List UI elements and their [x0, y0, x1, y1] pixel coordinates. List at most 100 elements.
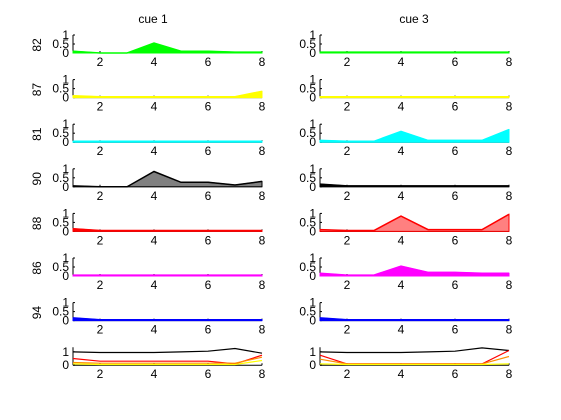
- x-tick-label: 6: [452, 100, 459, 114]
- y-tick-label: 0.5: [52, 82, 69, 96]
- x-tick-label: 8: [259, 189, 266, 203]
- x-tick-label: 8: [259, 278, 266, 292]
- x-tick-label: 4: [398, 278, 405, 292]
- row-label-82: 82: [30, 38, 44, 52]
- x-tick-label: 2: [344, 233, 351, 247]
- x-tick-label: 2: [97, 323, 104, 337]
- x-tick-label: 8: [259, 55, 266, 69]
- series-line: [72, 227, 262, 232]
- x-tick-label: 4: [151, 278, 158, 292]
- x-tick-label: 2: [344, 100, 351, 114]
- y-tick-label: 0: [62, 314, 69, 328]
- x-tick-label: 6: [452, 278, 459, 292]
- series-line: [319, 317, 509, 321]
- y-tick-label: 0: [309, 314, 316, 328]
- x-tick-label: 6: [452, 55, 459, 69]
- row-label-90: 90: [30, 172, 44, 186]
- panel-94-cue-3: 2 4 6 8 00.51: [299, 296, 512, 337]
- y-tick-label: 0.5: [299, 260, 316, 274]
- y-tick-label: 1: [62, 117, 69, 131]
- series-line: [319, 183, 509, 187]
- x-tick-label: 6: [205, 189, 212, 203]
- x-tick-label: 4: [151, 367, 158, 381]
- series-line: [72, 317, 262, 321]
- x-tick-label: 8: [506, 100, 513, 114]
- x-tick-label: 6: [205, 323, 212, 337]
- panel-grid: 2 4 6 800.512 4 6 800.512 4 6 800.512 4 6 800.512 4 6 8…: [30, 28, 513, 381]
- summary-panel-cue-1: 2 4 6 8 01: [62, 345, 265, 381]
- row-label-87: 87: [30, 83, 44, 97]
- x-tick-label: 6: [205, 100, 212, 114]
- y-tick-label: 0.5: [52, 37, 69, 51]
- summary-series-line: [319, 363, 510, 366]
- series-line: [72, 42, 262, 54]
- x-tick-label: 2: [344, 55, 351, 69]
- x-tick-label: 8: [259, 233, 266, 247]
- summary-series-line: [72, 347, 263, 354]
- series-line: [319, 265, 509, 276]
- x-tick-label: 8: [506, 367, 513, 381]
- y-tick-label: 0.5: [52, 215, 69, 229]
- x-tick-label: 4: [398, 233, 405, 247]
- y-tick-label: 0.5: [299, 171, 316, 185]
- y-tick-label: 0: [309, 269, 316, 283]
- y-tick-label: 0: [309, 358, 316, 372]
- x-tick-label: 2: [97, 367, 104, 381]
- x-tick-label: 8: [259, 144, 266, 158]
- summary-series-line: [319, 347, 510, 354]
- x-tick-label: 8: [506, 278, 513, 292]
- panel-88-cue-1: 2 4 6 8 00.51: [52, 206, 265, 247]
- y-tick-label: 0: [309, 180, 316, 194]
- y-tick-label: 0: [309, 46, 316, 60]
- x-tick-label: 2: [344, 144, 351, 158]
- x-tick-label: 4: [398, 323, 405, 337]
- y-tick-label: 0.5: [52, 171, 69, 185]
- panel-94-cue-1: 2 4 6 8 00.51: [52, 296, 265, 337]
- panel-88-cue-3: 2 4 6 8 00.51: [299, 206, 512, 247]
- y-tick-label: 0.5: [299, 37, 316, 51]
- y-tick-label: 1: [62, 296, 69, 310]
- x-tick-label: 8: [259, 323, 266, 337]
- x-tick-label: 8: [259, 367, 266, 381]
- summary-series-line: [72, 356, 263, 364]
- x-tick-label: 2: [97, 144, 104, 158]
- row-label-94: 94: [30, 306, 44, 320]
- x-tick-label: 4: [151, 323, 158, 337]
- column-titles: cue 1 cue 3: [138, 12, 429, 26]
- panel-81-cue-1: 2 4 6 8 00.51: [52, 117, 265, 158]
- x-tick-label: 4: [398, 55, 405, 69]
- x-tick-label: 6: [452, 233, 459, 247]
- series-line: [72, 170, 263, 188]
- series-line: [319, 128, 510, 143]
- x-tick-label: 8: [506, 144, 513, 158]
- x-tick-label: 2: [344, 367, 351, 381]
- panel-82-cue-3: 2 4 6 8 00.51: [299, 28, 512, 69]
- y-tick-label: 1: [62, 28, 69, 42]
- x-tick-label: 2: [97, 100, 104, 114]
- x-tick-label: 2: [344, 278, 351, 292]
- y-tick-label: 0: [62, 46, 69, 60]
- y-tick-label: 0: [62, 135, 69, 149]
- y-tick-label: 0.5: [52, 126, 69, 140]
- x-tick-label: 2: [344, 189, 351, 203]
- summary-series-line: [319, 355, 510, 365]
- x-tick-label: 4: [398, 100, 405, 114]
- x-tick-label: 8: [506, 55, 513, 69]
- panel-90-cue-1: 2 4 6 8 00.51: [52, 162, 265, 203]
- y-tick-label: 0.5: [299, 215, 316, 229]
- x-tick-label: 2: [97, 278, 104, 292]
- y-tick-label: 1: [62, 345, 69, 359]
- x-tick-label: 4: [398, 144, 405, 158]
- x-tick-label: 4: [151, 55, 158, 69]
- column-title-cue-3: cue 3: [399, 12, 429, 26]
- x-tick-label: 6: [452, 189, 459, 203]
- x-tick-label: 6: [205, 233, 212, 247]
- summary-panel-cue-3: 2 4 6 8 01: [309, 345, 512, 381]
- x-tick-label: 8: [506, 233, 513, 247]
- x-tick-label: 6: [205, 367, 212, 381]
- x-tick-label: 4: [151, 189, 158, 203]
- y-tick-label: 0: [62, 224, 69, 238]
- y-tick-label: 0: [62, 269, 69, 283]
- panel-81-cue-3: 2 4 6 8 00.51: [299, 117, 512, 158]
